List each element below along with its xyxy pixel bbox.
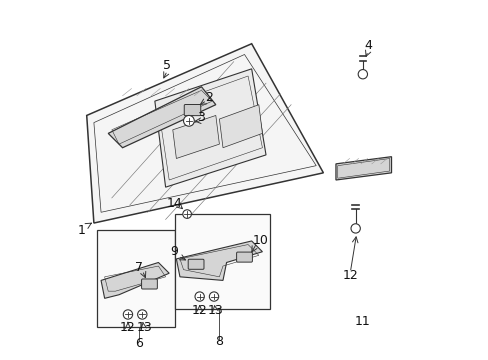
Text: 12: 12 — [342, 269, 357, 282]
Text: 11: 11 — [354, 315, 370, 328]
Polygon shape — [101, 262, 169, 298]
Text: 2: 2 — [204, 91, 212, 104]
Bar — [97, 230, 174, 327]
Text: 14: 14 — [166, 197, 182, 210]
Polygon shape — [172, 116, 219, 158]
Circle shape — [350, 224, 360, 233]
Text: 4: 4 — [364, 39, 371, 52]
Text: 5: 5 — [163, 59, 171, 72]
FancyBboxPatch shape — [236, 252, 252, 262]
Text: 8: 8 — [215, 335, 223, 348]
Polygon shape — [155, 69, 265, 187]
Text: 13: 13 — [207, 305, 223, 318]
FancyBboxPatch shape — [188, 259, 203, 269]
Circle shape — [183, 210, 191, 219]
Polygon shape — [176, 241, 262, 280]
FancyBboxPatch shape — [142, 279, 157, 289]
Polygon shape — [86, 44, 323, 223]
Text: 7: 7 — [134, 261, 142, 274]
Circle shape — [357, 69, 367, 79]
Text: 12: 12 — [120, 320, 136, 333]
Text: 12: 12 — [191, 305, 207, 318]
Polygon shape — [335, 157, 391, 180]
Text: 3: 3 — [197, 111, 205, 124]
Circle shape — [137, 310, 147, 319]
Polygon shape — [219, 105, 262, 148]
Text: 6: 6 — [135, 337, 142, 350]
Circle shape — [195, 292, 204, 301]
Circle shape — [183, 116, 194, 126]
Text: 1: 1 — [77, 224, 85, 237]
Text: 10: 10 — [252, 234, 268, 247]
Circle shape — [123, 310, 132, 319]
Text: 13: 13 — [136, 320, 152, 333]
Circle shape — [209, 292, 218, 301]
Polygon shape — [108, 87, 215, 148]
FancyBboxPatch shape — [184, 104, 201, 116]
Text: 9: 9 — [170, 245, 178, 258]
Bar — [174, 214, 269, 309]
